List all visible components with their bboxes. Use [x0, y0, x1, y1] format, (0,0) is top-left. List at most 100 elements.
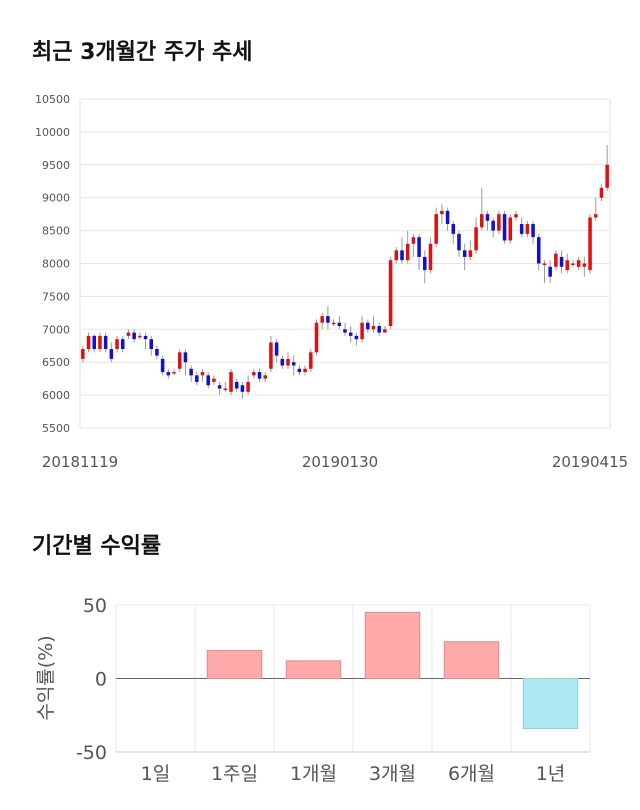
- candle-body: [582, 263, 587, 267]
- candle-body: [548, 266, 552, 277]
- candle: [571, 260, 575, 267]
- candlestick-x-tick-label: 20190130: [302, 453, 378, 471]
- candle: [183, 349, 188, 376]
- candle-body: [428, 243, 433, 271]
- candle-body: [92, 335, 97, 350]
- returns-x-tick-label: 3개월: [369, 763, 416, 785]
- candle: [86, 332, 91, 353]
- candle: [371, 316, 376, 333]
- candle: [491, 217, 495, 238]
- candle-body: [280, 358, 285, 366]
- candlestick-x-tick-label: 20190415: [552, 453, 628, 471]
- candle: [405, 230, 410, 264]
- candle: [434, 207, 438, 248]
- candle-body: [274, 342, 279, 356]
- candlestick-x-tick-label: 20181119: [42, 453, 118, 471]
- candle-body: [588, 217, 592, 271]
- candle: [366, 319, 370, 333]
- candlestick-y-tick-label: 7000: [42, 323, 70, 336]
- candle: [559, 250, 564, 274]
- candle: [502, 210, 507, 244]
- candle-body: [423, 256, 427, 271]
- candle-body: [377, 326, 381, 333]
- candle-body: [229, 372, 233, 392]
- candle-body: [263, 375, 267, 379]
- candle: [565, 253, 570, 274]
- candle: [474, 217, 478, 254]
- candle-body: [468, 250, 473, 257]
- candle-body: [371, 326, 376, 330]
- candlestick-y-tick-label: 10000: [35, 126, 70, 139]
- candle: [280, 355, 285, 369]
- candle-body: [200, 372, 205, 376]
- candle-body: [394, 250, 399, 261]
- returns-bar: [285, 660, 342, 679]
- returns-bar: [522, 678, 579, 729]
- candle-body: [445, 210, 450, 225]
- candle: [252, 368, 256, 379]
- candle-body: [605, 164, 609, 188]
- candle: [331, 319, 336, 327]
- candle: [468, 240, 473, 261]
- candle-body: [252, 372, 256, 376]
- candle: [177, 349, 182, 373]
- candle-body: [297, 368, 302, 373]
- returns-x-tick-label: 1년: [536, 763, 566, 785]
- candle-body: [571, 263, 575, 265]
- candlestick-y-tick-label: 8000: [42, 258, 70, 271]
- candle-body: [177, 352, 182, 369]
- candle: [576, 256, 581, 271]
- candle-body: [354, 335, 359, 340]
- returns-bar: [206, 650, 263, 680]
- candle: [531, 220, 535, 244]
- candle-body: [257, 372, 262, 379]
- candle: [206, 372, 210, 389]
- candle-body: [326, 316, 330, 323]
- candlestick-y-tick-label: 10500: [35, 93, 70, 106]
- candlestick-y-axis: 10500 10000 9500 9000 8500 8000 7500 7000 6500 60…: [35, 93, 70, 435]
- candle-body: [343, 329, 347, 333]
- candle: [291, 355, 296, 376]
- candle: [229, 368, 233, 396]
- candle-body: [565, 260, 570, 271]
- candle: [297, 365, 302, 376]
- candle: [348, 326, 353, 343]
- candle-body: [81, 349, 85, 359]
- candle-body: [491, 220, 495, 231]
- candle-body: [291, 362, 296, 366]
- candlestick-y-tick-label: 5500: [42, 422, 70, 435]
- candlestick-y-tick-label: 9000: [42, 192, 70, 205]
- candle: [554, 250, 558, 271]
- candle-body: [485, 214, 490, 221]
- candle-body: [120, 339, 125, 350]
- candle: [605, 145, 609, 192]
- candle-body: [309, 352, 313, 369]
- candle: [263, 372, 267, 382]
- candle: [588, 214, 592, 274]
- returns-bar: [364, 611, 421, 679]
- candle-body: [599, 187, 604, 198]
- candle-body: [411, 237, 416, 244]
- returns-y-tick-label: 0: [95, 669, 107, 691]
- candle: [120, 335, 125, 353]
- candle: [462, 243, 467, 271]
- candle-body: [388, 260, 393, 327]
- candle-body: [195, 375, 199, 382]
- candle: [149, 335, 154, 356]
- returns-grid: [115, 604, 591, 753]
- candle-body: [143, 335, 148, 340]
- candle: [155, 345, 159, 359]
- returns-x-axis: 1일 1주일 1개월 3개월 6개월 1년: [141, 763, 566, 785]
- candle-body: [593, 214, 598, 218]
- candle: [326, 306, 330, 330]
- candle-body: [525, 224, 530, 234]
- candle: [257, 368, 262, 382]
- candle: [519, 217, 524, 238]
- candle: [286, 352, 290, 369]
- candle-body: [172, 372, 176, 374]
- candle-body: [189, 368, 193, 376]
- candle-body: [400, 250, 404, 261]
- candle-body: [451, 224, 456, 234]
- candle: [485, 210, 490, 231]
- candle: [400, 237, 404, 264]
